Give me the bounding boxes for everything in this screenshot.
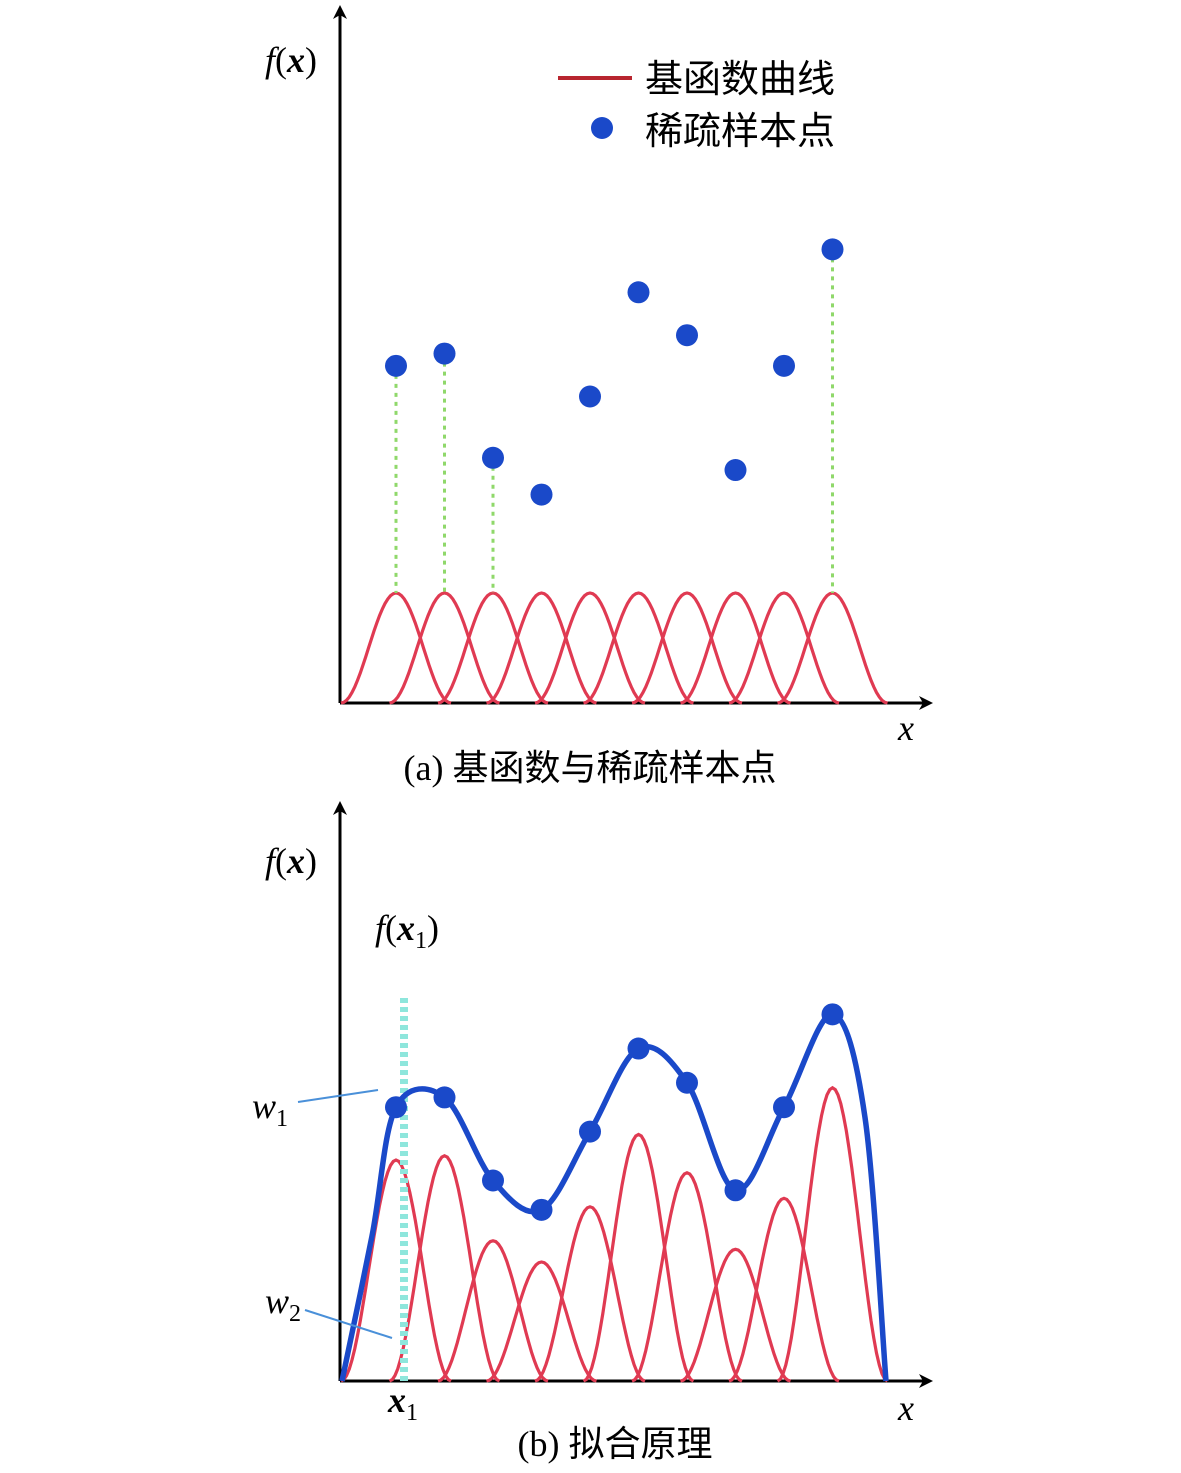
legend: 基函数曲线 稀疏样本点: [558, 57, 835, 153]
panel-b-y-label: f(x): [265, 841, 317, 881]
sample-point: [724, 459, 747, 482]
basis-curve: [631, 591, 743, 705]
panel-b: f(x) x f(x1) w1 w2 x1 (b) 拟合原理: [252, 801, 933, 1464]
sample-point: [530, 483, 553, 506]
weighted-basis-curve: [582, 1132, 695, 1383]
weighted-basis-curve: [486, 1260, 597, 1383]
sample-point: [773, 354, 795, 377]
weighted-basis-curve: [437, 1239, 549, 1383]
weighted-basis-curve: [340, 1158, 452, 1383]
sample-point: [821, 238, 844, 261]
fit-sample-point: [676, 1071, 698, 1094]
basis-curve: [728, 591, 840, 705]
panel-b-sample-points: [385, 1003, 844, 1221]
fit-sample-point: [579, 1120, 601, 1143]
w1-leader: [297, 1089, 379, 1103]
weighted-basis-curve: [534, 1205, 646, 1383]
basis-curve: [389, 591, 500, 705]
panel-b-x-label: x: [897, 1388, 914, 1428]
panel-b-caption: (b) 拟合原理: [518, 1424, 713, 1464]
panel-a-y-label: f(x): [265, 40, 317, 80]
panel-a-x-label: x: [897, 708, 914, 748]
panel-a: f(x) x 基函数曲线 稀疏样本点 (a) 基函数与稀疏样本点: [265, 5, 933, 788]
sample-point: [385, 354, 407, 377]
legend-curve-label: 基函数曲线: [645, 57, 835, 101]
sample-point: [627, 281, 650, 304]
w2-leader: [304, 1309, 393, 1339]
fit-sample-point: [385, 1096, 407, 1119]
fit-sample-point: [773, 1096, 795, 1119]
panel-a-basis-curves: [340, 591, 888, 705]
basis-curve: [437, 591, 549, 705]
fit-curve: [339, 1011, 889, 1382]
weighted-basis-curve: [631, 1171, 743, 1383]
x1-tick-label: x1: [387, 1380, 418, 1426]
basis-curve: [340, 591, 452, 705]
panel-a-caption: (a) 基函数与稀疏样本点: [404, 748, 777, 788]
basis-curve: [534, 591, 646, 705]
fit-sample-point: [433, 1086, 456, 1109]
panel-a-droplines: [394, 249, 834, 593]
fit-sample-point: [724, 1179, 747, 1202]
legend-point-label: 稀疏样本点: [645, 109, 835, 153]
weighted-basis-curve: [728, 1196, 840, 1383]
basis-curve: [486, 591, 597, 705]
basis-curve: [777, 591, 888, 705]
weighted-basis-curve: [776, 1085, 889, 1383]
w2-label: w2: [265, 1281, 301, 1327]
sample-point: [579, 385, 601, 408]
sample-point: [676, 324, 698, 347]
fit-sample-point: [627, 1037, 650, 1060]
basis-curve: [680, 591, 791, 705]
weighted-basis-curve: [680, 1247, 791, 1383]
fit-sample-point: [821, 1003, 844, 1026]
fx1-label: f(x1): [375, 908, 439, 954]
panel-b-weighted-basis: [340, 1085, 889, 1383]
sample-point: [482, 446, 504, 469]
legend-point-swatch: [591, 117, 613, 139]
fit-sample-point: [482, 1169, 504, 1192]
basis-curve: [583, 591, 694, 705]
w1-label: w1: [252, 1086, 288, 1132]
panel-a-sample-points: [385, 238, 844, 506]
fit-sample-point: [530, 1198, 553, 1221]
sample-point: [433, 342, 456, 365]
